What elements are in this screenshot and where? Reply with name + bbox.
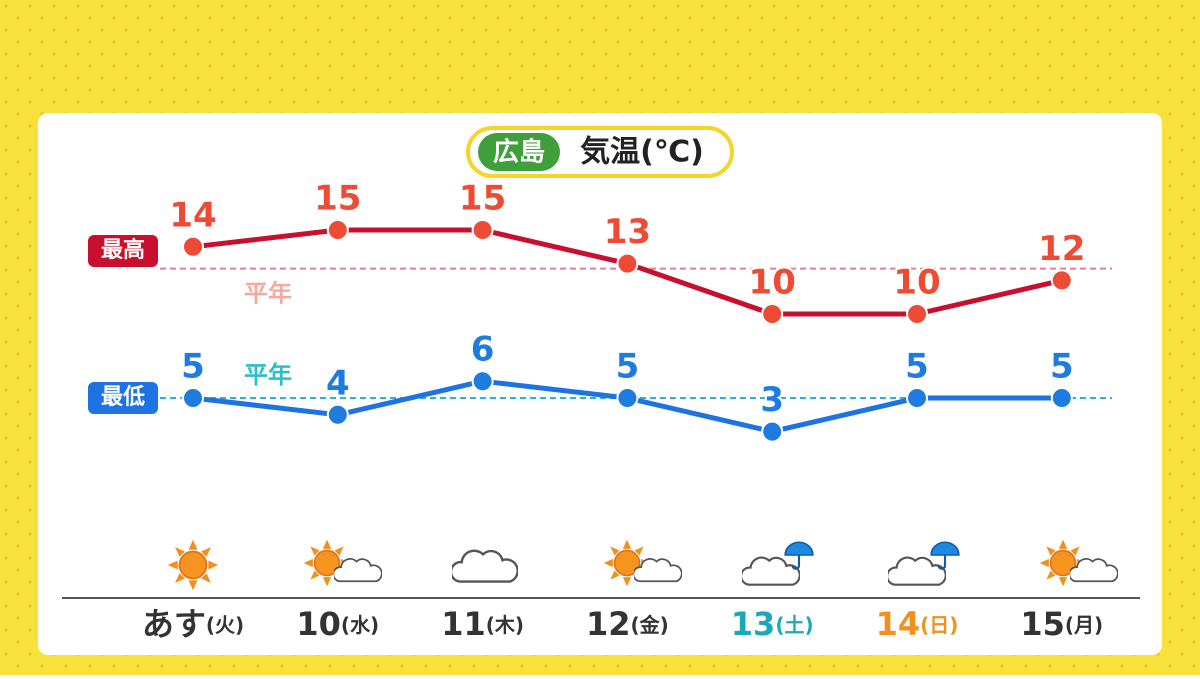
data-point — [182, 387, 204, 409]
data-point — [471, 219, 494, 241]
x-tick-label: 13(土) — [731, 605, 814, 643]
x-tick-weekday: (水) — [341, 613, 379, 637]
data-point — [326, 403, 349, 426]
x-tick-date: あす — [142, 605, 206, 643]
data-label: 5 — [905, 347, 929, 387]
normal-label: 平年 — [244, 361, 292, 389]
data-label: 5 — [1050, 347, 1074, 387]
data-label: 10 — [749, 263, 796, 303]
panel — [38, 113, 1162, 655]
series-badge — [88, 382, 158, 414]
data-label: 15 — [459, 179, 506, 219]
x-tick-weekday: (火) — [206, 613, 244, 637]
x-tick-weekday: (木) — [486, 613, 524, 637]
x-tick-date: 11 — [441, 605, 486, 643]
x-tick-label: 14(日) — [876, 605, 959, 643]
x-tick-weekday: (月) — [1065, 613, 1103, 637]
location-badge — [478, 133, 560, 171]
data-label: 14 — [169, 195, 216, 235]
data-point — [761, 420, 784, 443]
data-label: 12 — [1038, 229, 1085, 269]
x-tick-label: 15(月) — [1020, 605, 1103, 643]
data-point — [906, 303, 928, 325]
x-tick-weekday: (金) — [631, 613, 669, 637]
x-tick-weekday: (土) — [775, 613, 813, 637]
data-label: 15 — [314, 179, 361, 219]
data-point — [906, 387, 928, 409]
x-tick-date: 14 — [876, 605, 921, 643]
data-point — [616, 252, 639, 275]
x-tick-label: 11(木) — [441, 605, 524, 643]
legend-label: 最低 — [101, 385, 145, 410]
x-tick-label: 12(金) — [586, 605, 669, 643]
x-tick-date: 13 — [731, 605, 776, 643]
data-point — [182, 235, 204, 258]
x-tick-weekday: (日) — [920, 613, 958, 637]
x-tick-date: 15 — [1020, 605, 1065, 643]
data-point — [326, 219, 349, 241]
data-label: 5 — [181, 347, 205, 387]
x-tick-label: 10(水) — [296, 605, 379, 643]
data-label: 5 — [616, 347, 640, 387]
data-point — [1050, 269, 1073, 292]
location: 広島 — [493, 137, 545, 168]
x-tick-date: 10 — [296, 605, 341, 643]
data-point — [616, 387, 639, 409]
data-point — [761, 303, 784, 325]
normal-label: 平年 — [244, 280, 292, 308]
data-point — [471, 370, 494, 393]
x-tick-label: あす(火) — [142, 605, 244, 643]
series-badge — [88, 235, 158, 267]
data-label: 13 — [604, 212, 651, 252]
data-label: 6 — [471, 330, 495, 370]
chart-title: 気温(℃) — [580, 135, 704, 170]
data-label: 10 — [893, 263, 940, 303]
sunny-icon — [166, 538, 220, 592]
legend-label: 最高 — [101, 237, 145, 263]
data-point — [1050, 387, 1073, 409]
x-tick-date: 12 — [586, 605, 631, 643]
data-label: 4 — [326, 363, 350, 403]
data-label: 3 — [760, 380, 784, 420]
